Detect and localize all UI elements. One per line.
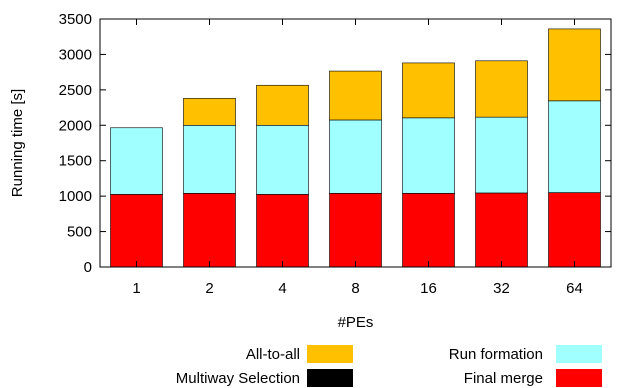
legend-swatch-run-formation [556, 345, 602, 363]
x-tick-label: 1 [132, 280, 140, 297]
x-tick-label: 8 [351, 280, 359, 297]
y-tick-label: 0 [84, 259, 92, 276]
bar-final-merge-32 [475, 192, 528, 268]
bar-final-merge-1 [110, 194, 163, 268]
bar-all-to-all-4 [256, 84, 309, 126]
bar-all-to-all-2 [183, 98, 236, 126]
bar-run-formation-64 [548, 100, 601, 193]
bar-run-formation-32 [475, 116, 528, 194]
bar-all-to-all-64 [548, 28, 601, 102]
y-tick-label: 1500 [59, 153, 92, 170]
x-tick-label: 16 [420, 280, 437, 297]
bar-run-formation-2 [183, 124, 236, 194]
legend-swatch-all-to-all [307, 345, 353, 363]
y-axis-label: Running time [s] [9, 89, 26, 197]
x-axis: 1 2 4 8 16 32 64 [132, 19, 583, 297]
bar-run-formation-4 [256, 124, 309, 195]
bar-final-merge-4 [256, 194, 309, 268]
x-tick-label: 2 [205, 280, 213, 297]
bar-final-merge-64 [548, 192, 601, 268]
y-tick-label: 1000 [59, 188, 92, 205]
x-tick-label: 64 [566, 280, 583, 297]
bar-final-merge-2 [183, 193, 236, 268]
bar-run-formation-16 [402, 117, 455, 194]
bar-run-formation-8 [329, 119, 382, 194]
bar-all-to-all-16 [402, 62, 455, 119]
y-tick-label: 3500 [59, 11, 92, 28]
legend-label-all-to-all: All-to-all [246, 346, 300, 363]
y-axis: 0 500 1000 1500 2000 2500 3000 3500 [59, 11, 611, 276]
bar-run-formation-1 [110, 127, 163, 195]
legend-label-multiway-selection: Multiway Selection [176, 370, 300, 387]
x-tick-label: 4 [278, 280, 286, 297]
bars-layer [110, 28, 601, 268]
y-tick-label: 3000 [59, 46, 92, 63]
bar-all-to-all-8 [329, 70, 382, 121]
x-axis-label: #PEs [338, 314, 374, 331]
legend-label-final-merge: Final merge [464, 370, 543, 387]
y-tick-label: 2000 [59, 117, 92, 134]
bar-all-to-all-32 [475, 60, 528, 118]
x-tick-label: 32 [493, 280, 510, 297]
legend-label-run-formation: Run formation [449, 346, 543, 363]
legend-swatch-final-merge [556, 369, 602, 387]
y-tick-label: 2500 [59, 82, 92, 99]
legend-swatch-multiway-selection [307, 369, 353, 387]
bar-final-merge-8 [329, 193, 382, 268]
legend: All-to-all Run formation Multiway Selectio… [176, 345, 602, 387]
bar-final-merge-16 [402, 193, 455, 268]
y-tick-label: 500 [67, 224, 92, 241]
